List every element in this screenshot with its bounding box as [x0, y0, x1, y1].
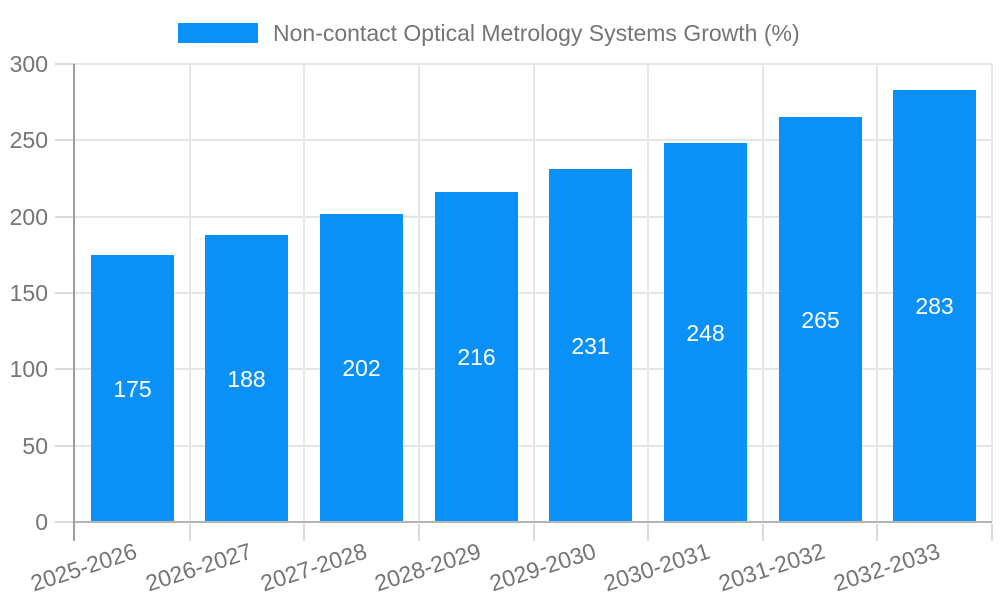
y-tick-label: 300	[9, 51, 48, 77]
y-tick-label: 150	[9, 280, 48, 306]
bar-value-label: 202	[342, 355, 381, 381]
y-tick-label: 250	[9, 127, 48, 153]
x-tick	[876, 524, 878, 541]
x-tick-label: 2028-2029	[371, 537, 485, 597]
bar-value-label: 248	[686, 319, 725, 346]
y-tick-label: 50	[22, 433, 48, 459]
y-tick-label: 200	[9, 204, 48, 230]
y-tick	[55, 292, 75, 294]
y-tick	[55, 139, 75, 141]
y-tick	[55, 445, 75, 447]
x-tick-label: 2026-2027	[142, 537, 256, 597]
bar: 283	[893, 90, 976, 522]
y-tick-label: 0	[35, 509, 48, 535]
plot-baseline	[75, 521, 992, 523]
bar-value-label: 231	[571, 332, 610, 359]
bar: 188	[205, 235, 288, 522]
y-tick	[55, 216, 75, 218]
x-tick-label: 2031-2032	[715, 537, 829, 597]
bar: 248	[664, 143, 747, 522]
x-tick-label: 2025-2026	[27, 537, 141, 597]
bar: 175	[91, 255, 174, 522]
y-tick	[55, 63, 75, 65]
x-tick	[418, 524, 420, 541]
v-gridline	[762, 64, 764, 522]
bar: 265	[779, 117, 862, 522]
x-tick	[991, 524, 993, 541]
bar-value-label: 216	[457, 344, 496, 370]
bar: 202	[320, 214, 403, 522]
bar-value-label: 265	[801, 306, 840, 333]
v-gridline	[533, 64, 535, 522]
y-tick	[55, 368, 75, 370]
bar-value-label: 175	[113, 375, 152, 402]
legend-swatch	[178, 23, 258, 43]
x-tick	[762, 524, 764, 541]
x-tick	[303, 524, 305, 541]
v-gridline	[303, 64, 305, 522]
x-tick	[647, 524, 649, 541]
legend-label: Non-contact Optical Metrology Systems Gr…	[273, 20, 800, 46]
bar: 216	[435, 192, 518, 522]
bar: 231	[549, 169, 632, 522]
legend: Non-contact Optical Metrology Systems Gr…	[178, 20, 800, 46]
x-tick-label: 2027-2028	[257, 537, 371, 597]
y-tick-label: 100	[9, 356, 48, 382]
x-tick-label: 2030-2031	[600, 537, 714, 597]
v-gridline	[647, 64, 649, 522]
y-tick	[55, 521, 75, 523]
y-axis-line	[73, 64, 75, 541]
x-tick	[189, 524, 191, 541]
bar-value-label: 188	[227, 365, 266, 392]
v-gridline	[991, 64, 993, 522]
v-gridline	[418, 64, 420, 522]
x-tick	[533, 524, 535, 541]
v-gridline	[876, 64, 878, 522]
bar-value-label: 283	[915, 293, 954, 319]
v-gridline	[189, 64, 191, 522]
x-tick-label: 2032-2033	[830, 537, 944, 597]
x-tick-label: 2029-2030	[486, 537, 600, 597]
